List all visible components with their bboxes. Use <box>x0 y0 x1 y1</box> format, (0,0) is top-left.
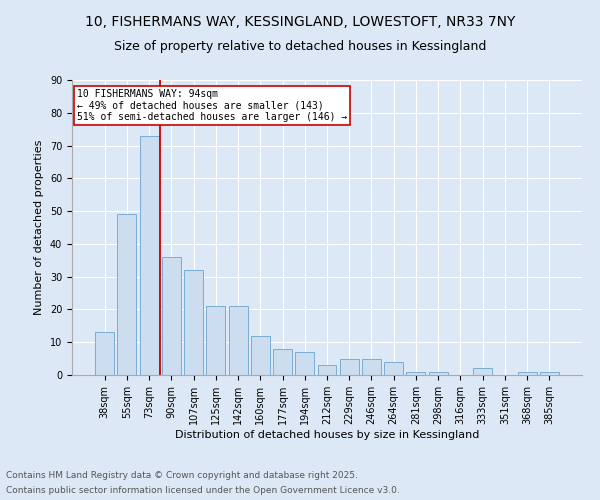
Bar <box>162 257 181 375</box>
Bar <box>184 270 203 375</box>
Bar <box>384 362 403 375</box>
Bar <box>95 332 114 375</box>
Bar <box>340 358 359 375</box>
Bar <box>118 214 136 375</box>
X-axis label: Distribution of detached houses by size in Kessingland: Distribution of detached houses by size … <box>175 430 479 440</box>
Bar <box>140 136 158 375</box>
Text: 10, FISHERMANS WAY, KESSINGLAND, LOWESTOFT, NR33 7NY: 10, FISHERMANS WAY, KESSINGLAND, LOWESTO… <box>85 15 515 29</box>
Bar <box>540 372 559 375</box>
Text: Size of property relative to detached houses in Kessingland: Size of property relative to detached ho… <box>114 40 486 53</box>
Bar <box>473 368 492 375</box>
Bar <box>317 365 337 375</box>
Bar <box>429 372 448 375</box>
Bar <box>273 349 292 375</box>
Bar <box>251 336 270 375</box>
Bar <box>518 372 536 375</box>
Bar <box>206 306 225 375</box>
Text: Contains HM Land Registry data © Crown copyright and database right 2025.: Contains HM Land Registry data © Crown c… <box>6 471 358 480</box>
Bar <box>362 358 381 375</box>
Bar <box>229 306 248 375</box>
Text: Contains public sector information licensed under the Open Government Licence v3: Contains public sector information licen… <box>6 486 400 495</box>
Text: 10 FISHERMANS WAY: 94sqm
← 49% of detached houses are smaller (143)
51% of semi-: 10 FISHERMANS WAY: 94sqm ← 49% of detach… <box>77 89 347 122</box>
Bar <box>406 372 425 375</box>
Y-axis label: Number of detached properties: Number of detached properties <box>34 140 44 315</box>
Bar <box>295 352 314 375</box>
